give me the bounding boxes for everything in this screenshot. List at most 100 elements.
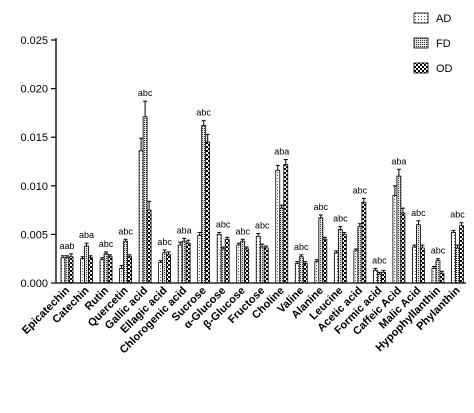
significance-label: abc bbox=[333, 214, 348, 224]
significance-label: abc bbox=[372, 255, 387, 265]
bar-fd bbox=[376, 273, 382, 284]
bar-ad bbox=[255, 235, 261, 284]
bar-ad bbox=[236, 244, 242, 284]
significance-label: abc bbox=[411, 208, 426, 218]
significance-label: abc bbox=[255, 220, 270, 230]
bar-ad bbox=[99, 259, 105, 284]
bar-ad bbox=[372, 269, 378, 284]
y-tick-label: 0.005 bbox=[20, 229, 48, 241]
legend: AD FD OD bbox=[413, 12, 453, 75]
bar-fd bbox=[435, 260, 441, 284]
significance-label: abc bbox=[431, 246, 446, 256]
bar-od bbox=[88, 257, 93, 284]
bar-fd bbox=[337, 229, 343, 284]
bar-fd bbox=[259, 246, 265, 284]
significance-label: abc bbox=[157, 237, 172, 247]
bar-fd bbox=[201, 125, 207, 284]
significance-labels: aababaabcabcabcabcabaabcabcabcabcabaabca… bbox=[59, 88, 465, 265]
bar-od bbox=[361, 201, 367, 284]
significance-label: aab bbox=[59, 241, 74, 251]
bar-od bbox=[302, 263, 308, 284]
significance-label: abc bbox=[314, 202, 329, 212]
significance-label: abc bbox=[216, 219, 231, 229]
bar-od bbox=[439, 272, 445, 284]
bar-od bbox=[341, 233, 347, 284]
bar-ad bbox=[392, 195, 398, 284]
bar-ad bbox=[294, 263, 300, 284]
legend-swatch-fd bbox=[413, 37, 429, 49]
bar-od bbox=[400, 212, 406, 284]
bar-ad bbox=[80, 258, 85, 284]
significance-label: abc bbox=[450, 210, 465, 220]
bar-od bbox=[107, 256, 113, 284]
bar-fd bbox=[357, 226, 363, 284]
bar-ad bbox=[119, 268, 124, 284]
bar-fd bbox=[103, 253, 109, 284]
significance-label: aba bbox=[391, 156, 406, 166]
x-axis: EpicatechinCatechinRutinQuercetinGallic … bbox=[20, 282, 466, 356]
significance-label: abc bbox=[294, 242, 309, 252]
significance-label: abc bbox=[235, 226, 250, 236]
legend-label: AD bbox=[436, 13, 451, 25]
bar-fd bbox=[142, 116, 148, 284]
bar-fd bbox=[123, 240, 128, 284]
bar-ad bbox=[333, 252, 339, 284]
bar-od bbox=[185, 242, 191, 284]
bar-fd bbox=[318, 217, 324, 284]
bar-od bbox=[166, 254, 172, 284]
bar-ad bbox=[216, 233, 222, 284]
bar-ad bbox=[197, 234, 203, 284]
bar-od bbox=[127, 256, 132, 284]
bar-fd bbox=[416, 224, 421, 284]
bar-fd bbox=[181, 240, 187, 284]
bar-ad bbox=[138, 150, 144, 284]
bar-fd bbox=[64, 257, 70, 284]
bar-od bbox=[380, 271, 386, 284]
legend-swatch-ad bbox=[413, 12, 429, 24]
bar-ad bbox=[275, 169, 281, 284]
bar-ad bbox=[353, 250, 359, 284]
bar-od bbox=[244, 248, 250, 284]
bar-ad bbox=[314, 261, 320, 284]
bar-ad bbox=[431, 268, 437, 284]
bar-od bbox=[68, 256, 74, 284]
bar-od bbox=[322, 238, 328, 284]
bar-ad bbox=[412, 246, 417, 284]
bars bbox=[60, 100, 464, 284]
bar-fd bbox=[220, 248, 226, 284]
y-tick-label: 0.020 bbox=[20, 84, 48, 96]
bar-fd bbox=[455, 247, 460, 284]
significance-label: aba bbox=[274, 147, 289, 157]
significance-label: abc bbox=[118, 226, 133, 236]
bar-ad bbox=[158, 262, 164, 284]
significance-label: aba bbox=[79, 230, 94, 240]
bar-od bbox=[283, 164, 289, 284]
significance-label: abc bbox=[353, 185, 368, 195]
y-tick-label: 0.025 bbox=[20, 35, 48, 47]
bar-ad bbox=[60, 257, 66, 284]
bar-fd bbox=[240, 240, 246, 284]
bar-fd bbox=[84, 245, 89, 284]
bar-od bbox=[263, 247, 269, 284]
bar-fd bbox=[396, 175, 402, 284]
significance-label: aba bbox=[177, 225, 192, 235]
significance-label: abc bbox=[99, 239, 114, 249]
bar-od bbox=[146, 209, 152, 284]
bar-ad bbox=[177, 244, 183, 284]
significance-label: abc bbox=[196, 108, 211, 118]
bar-od bbox=[420, 247, 425, 284]
bar-fd bbox=[162, 252, 168, 284]
legend-swatch-od bbox=[413, 62, 429, 74]
legend-label: FD bbox=[436, 38, 451, 50]
bar-od bbox=[205, 141, 211, 284]
bar-fd bbox=[298, 256, 304, 284]
bar-fd bbox=[279, 207, 285, 284]
bar-od bbox=[459, 225, 464, 284]
legend-label: OD bbox=[436, 63, 453, 75]
y-tick-label: 0.015 bbox=[20, 132, 48, 144]
bar-ad bbox=[451, 232, 456, 284]
y-tick-label: 0.010 bbox=[20, 181, 48, 193]
bar-od bbox=[224, 238, 230, 284]
y-axis: 0.000 0.005 0.010 0.015 0.020 0.025 bbox=[20, 35, 57, 290]
